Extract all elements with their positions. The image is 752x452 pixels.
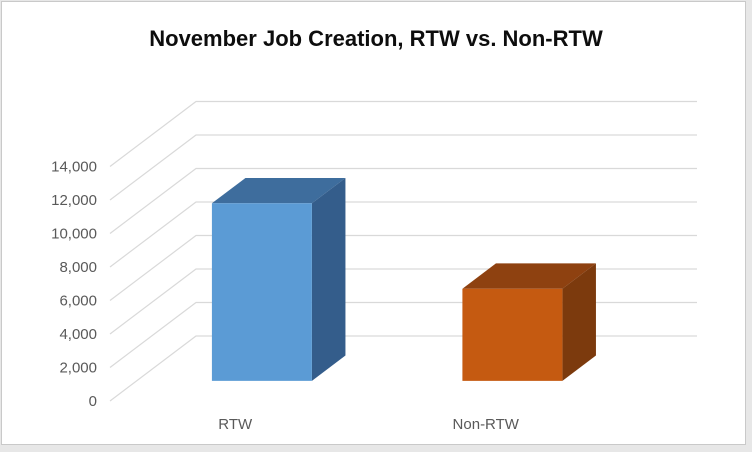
y-tick-label-2000: 2,000 [59,360,97,377]
category-label-rtw: RTW [218,416,253,433]
bar-side-face [562,263,596,381]
bar-front-face [462,288,563,381]
y-tick-label-12000: 12,000 [51,192,97,209]
gridline-12000 [109,134,697,201]
bar-top-face [462,263,596,289]
bar-front-face [211,203,312,381]
y-tick-label-4000: 4,000 [59,326,97,343]
y-tick-label-6000: 6,000 [59,293,97,310]
bars-3d [211,177,596,381]
chart-title: November Job Creation, RTW vs. Non-RTW [149,26,603,51]
gridline-14000 [109,100,697,167]
gridline-8000 [109,201,697,268]
y-axis-tick-labels: 0 2,000 4,000 6,000 8,000 10,000 12,000 14,000 [51,159,97,411]
chart-frame [1,1,746,445]
bar-top-face [211,177,346,204]
gridline-6000 [109,234,697,301]
y-tick-label-14000: 14,000 [51,159,97,176]
bar-side-face [311,177,346,381]
gridline-10000 [109,167,697,234]
gridline-0 [109,335,697,402]
gridlines [109,100,697,402]
y-tick-label-10000: 10,000 [51,226,97,243]
x-axis-category-labels: RTW Non-RTW [218,416,519,433]
bar-rtw[interactable] [211,177,346,381]
gridline-2000 [109,301,697,368]
gridline-4000 [109,268,697,335]
bar-non-rtw[interactable] [462,263,596,381]
y-tick-label-0: 0 [89,393,97,410]
category-label-non-rtw: Non-RTW [453,416,520,433]
y-tick-label-8000: 8,000 [59,259,97,276]
